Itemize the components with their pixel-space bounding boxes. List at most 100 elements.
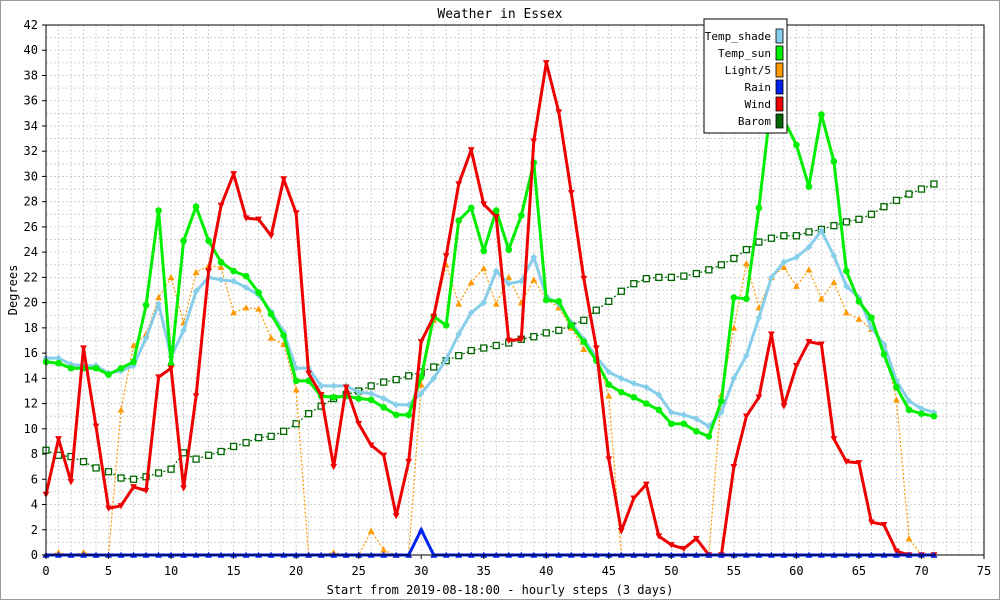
data-point-barom — [192, 455, 200, 463]
x-tick-label: 25 — [351, 564, 365, 578]
data-point-temp-shade — [742, 352, 750, 360]
data-point-barom — [267, 432, 275, 441]
data-point-wind — [130, 484, 137, 491]
x-tick-label: 10 — [164, 564, 178, 578]
data-point-temp-shade — [330, 382, 338, 390]
data-point-temp-sun — [217, 258, 225, 266]
legend-swatch-temp-shade — [775, 28, 784, 44]
data-point-barom — [605, 297, 613, 306]
data-point-temp-shade — [155, 300, 162, 308]
x-tick-label: 5 — [105, 564, 112, 578]
data-point-light-5 — [580, 345, 588, 353]
data-point-barom — [730, 254, 738, 263]
data-point-barom — [580, 316, 588, 324]
data-point-temp-sun — [567, 322, 575, 329]
data-point-temp-sun — [605, 381, 613, 388]
data-point-temp-shade — [530, 253, 538, 261]
data-point-light-5 — [843, 309, 850, 316]
data-point-temp-shade — [617, 374, 625, 382]
data-point-barom — [892, 196, 901, 205]
data-point-barom — [167, 465, 175, 473]
legend-label-light-5: Light/5 — [725, 64, 771, 77]
legend-swatch-barom — [775, 113, 784, 129]
series-layer — [42, 60, 938, 559]
y-tick-label: 2 — [31, 523, 38, 537]
data-point-temp-sun — [680, 420, 688, 428]
data-point-barom — [304, 410, 313, 418]
data-point-temp-sun — [505, 246, 513, 253]
series-line-light-5 — [45, 262, 934, 556]
data-point-wind — [630, 495, 638, 502]
data-point-temp-shade — [430, 374, 438, 382]
data-point-wind — [355, 421, 363, 428]
data-point-temp-sun — [367, 396, 375, 404]
data-point-temp-sun — [905, 406, 913, 414]
data-point-wind — [105, 505, 112, 512]
data-point-temp-sun — [643, 400, 650, 407]
data-point-barom — [204, 451, 213, 459]
data-point-light-5 — [217, 263, 225, 271]
data-point-temp-sun — [417, 373, 425, 381]
data-point-temp-shade — [755, 314, 763, 322]
data-point-wind — [542, 60, 550, 67]
data-point-wind — [255, 216, 263, 223]
data-point-light-5 — [855, 315, 863, 322]
data-point-light-5 — [793, 282, 800, 289]
data-point-barom — [117, 474, 125, 482]
data-point-light-5 — [455, 300, 463, 307]
data-point-wind — [605, 456, 613, 463]
y-tick-label: 36 — [24, 94, 38, 108]
data-point-wind — [555, 109, 563, 116]
data-point-light-5 — [267, 334, 275, 341]
data-point-temp-shade — [918, 405, 925, 413]
data-point-barom — [279, 427, 288, 435]
data-point-wind — [742, 413, 750, 420]
y-tick-label: 6 — [31, 472, 38, 486]
data-point-temp-sun — [467, 204, 475, 212]
axis-tick-labels: 0 5 10 15 20 25 30 35 40 45 50 55 60 65 70 750246810121… — [24, 18, 992, 578]
x-tick-label: 0 — [42, 564, 49, 578]
data-point-light-5 — [155, 294, 162, 301]
data-point-temp-sun — [480, 247, 488, 255]
y-tick-label: 10 — [24, 422, 38, 436]
x-axis-label: Start from 2019-08-18:00 - hourly steps … — [327, 583, 674, 597]
data-point-wind — [55, 436, 62, 443]
data-point-barom — [242, 439, 250, 447]
data-point-wind — [367, 442, 375, 449]
data-point-wind — [430, 313, 438, 320]
data-point-light-5 — [242, 304, 250, 311]
y-tick-label: 22 — [24, 270, 38, 284]
data-point-temp-sun — [180, 237, 187, 245]
data-point-wind — [267, 233, 275, 240]
data-point-wind — [80, 345, 87, 352]
data-point-temp-sun — [355, 395, 362, 402]
legend-label-rain: Rain — [745, 81, 772, 94]
data-point-temp-sun — [442, 322, 450, 329]
data-point-wind — [505, 337, 513, 344]
data-point-barom — [667, 273, 675, 282]
data-point-wind — [793, 362, 800, 370]
data-point-light-5 — [730, 324, 738, 331]
x-tick-label: 65 — [852, 564, 866, 578]
x-tick-label: 70 — [914, 564, 928, 578]
data-point-barom — [430, 363, 438, 371]
data-point-barom — [467, 346, 475, 355]
data-point-temp-sun — [705, 433, 713, 440]
data-point-temp-shade — [830, 252, 838, 260]
data-point-temp-sun — [542, 296, 550, 304]
data-point-light-5 — [805, 266, 813, 273]
data-point-temp-shade — [480, 299, 488, 307]
data-point-barom — [367, 382, 375, 390]
data-point-temp-shade — [705, 422, 713, 430]
y-tick-label: 18 — [24, 321, 38, 335]
y-tick-label: 40 — [24, 43, 38, 57]
data-point-temp-shade — [192, 287, 200, 295]
data-point-temp-sun — [292, 377, 300, 385]
data-point-barom — [455, 351, 463, 360]
data-point-wind — [217, 202, 225, 209]
data-point-temp-shade — [55, 354, 62, 362]
data-point-temp-sun — [918, 410, 925, 417]
chart-title: Weather in Essex — [437, 7, 562, 22]
data-point-temp-sun — [930, 412, 938, 420]
data-point-temp-shade — [692, 415, 700, 423]
